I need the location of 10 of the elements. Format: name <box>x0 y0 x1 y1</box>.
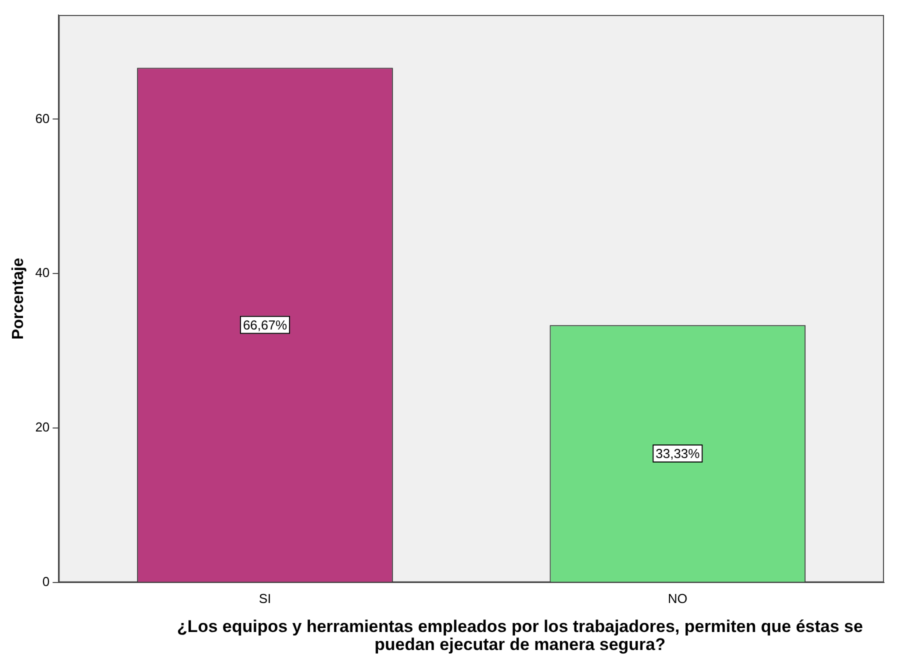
y-tick-label: 40 <box>35 265 50 280</box>
y-tick-label: 20 <box>35 420 50 435</box>
data-label: 33,33% <box>656 446 700 462</box>
x-tick-label: SI <box>258 590 272 606</box>
y-tick-label: 60 <box>35 110 50 126</box>
y-axis-title: Porcentaje <box>10 258 28 340</box>
data-label: 66,67% <box>242 317 288 332</box>
y-tick-label: 0 <box>42 574 50 589</box>
x-tick-label: NO <box>668 590 688 606</box>
x-axis-title: ¿Los equipos y herramientas empleados por los trabajadores, permiten que éstas se puedan ejecutar de manera segura? <box>176 617 864 654</box>
